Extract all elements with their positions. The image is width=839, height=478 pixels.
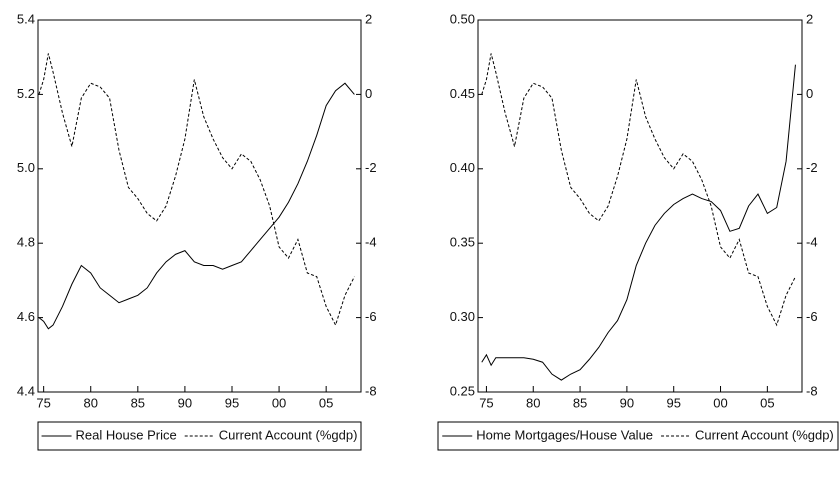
y2-tick-label: 0 <box>365 86 372 101</box>
legend-label: Real House Price <box>76 427 177 442</box>
x-tick-label: 80 <box>526 395 540 410</box>
x-tick-label: 95 <box>666 395 680 410</box>
y2-tick-label: -6 <box>806 309 818 324</box>
x-tick-label: 85 <box>131 395 145 410</box>
y2-tick-label: -8 <box>806 383 818 398</box>
x-tick-label: 85 <box>573 395 587 410</box>
x-tick-label: 80 <box>84 395 98 410</box>
plot-frame <box>477 19 803 393</box>
legend-box <box>437 421 839 451</box>
y-tick-label: 4.6 <box>17 309 35 324</box>
y-tick-label: 0.35 <box>450 235 475 250</box>
y-tick-label: 5.0 <box>17 160 35 175</box>
y-tick-label: 0.25 <box>450 383 475 398</box>
y2-tick-label: -6 <box>365 309 377 324</box>
series-line <box>481 64 796 381</box>
y2-tick-label: 2 <box>806 11 813 26</box>
x-tick-label: 00 <box>713 395 727 410</box>
y2-tick-label: -4 <box>806 235 818 250</box>
legend-box <box>37 421 362 451</box>
y2-tick-label: -2 <box>806 160 818 175</box>
y2-tick-label: -2 <box>365 160 377 175</box>
y2-tick-label: 0 <box>806 86 813 101</box>
x-tick-label: 05 <box>319 395 333 410</box>
y-tick-label: 4.8 <box>17 235 35 250</box>
y-tick-label: 0.40 <box>450 160 475 175</box>
series-line <box>38 53 355 327</box>
y-tick-label: 0.50 <box>450 11 475 26</box>
x-tick-label: 75 <box>36 395 50 410</box>
y2-tick-label: -8 <box>365 383 377 398</box>
y2-tick-label: 2 <box>365 11 372 26</box>
x-tick-label: 75 <box>479 395 493 410</box>
x-tick-label: 05 <box>760 395 774 410</box>
legend-label: Home Mortgages/House Value <box>476 427 653 442</box>
legend-label: Current Account (%gdp) <box>695 427 834 442</box>
y-tick-label: 4.4 <box>17 383 35 398</box>
x-tick-label: 90 <box>178 395 192 410</box>
y2-tick-label: -4 <box>365 235 377 250</box>
x-tick-label: 90 <box>620 395 634 410</box>
x-tick-label: 00 <box>272 395 286 410</box>
series-line <box>481 53 796 327</box>
y-tick-label: 0.30 <box>450 309 475 324</box>
legend-label: Current Account (%gdp) <box>219 427 358 442</box>
y-tick-label: 5.4 <box>17 11 35 26</box>
y-tick-label: 0.45 <box>450 86 475 101</box>
x-tick-label: 95 <box>225 395 239 410</box>
plot-frame <box>37 19 362 393</box>
series-line <box>38 82 355 330</box>
y-tick-label: 5.2 <box>17 86 35 101</box>
